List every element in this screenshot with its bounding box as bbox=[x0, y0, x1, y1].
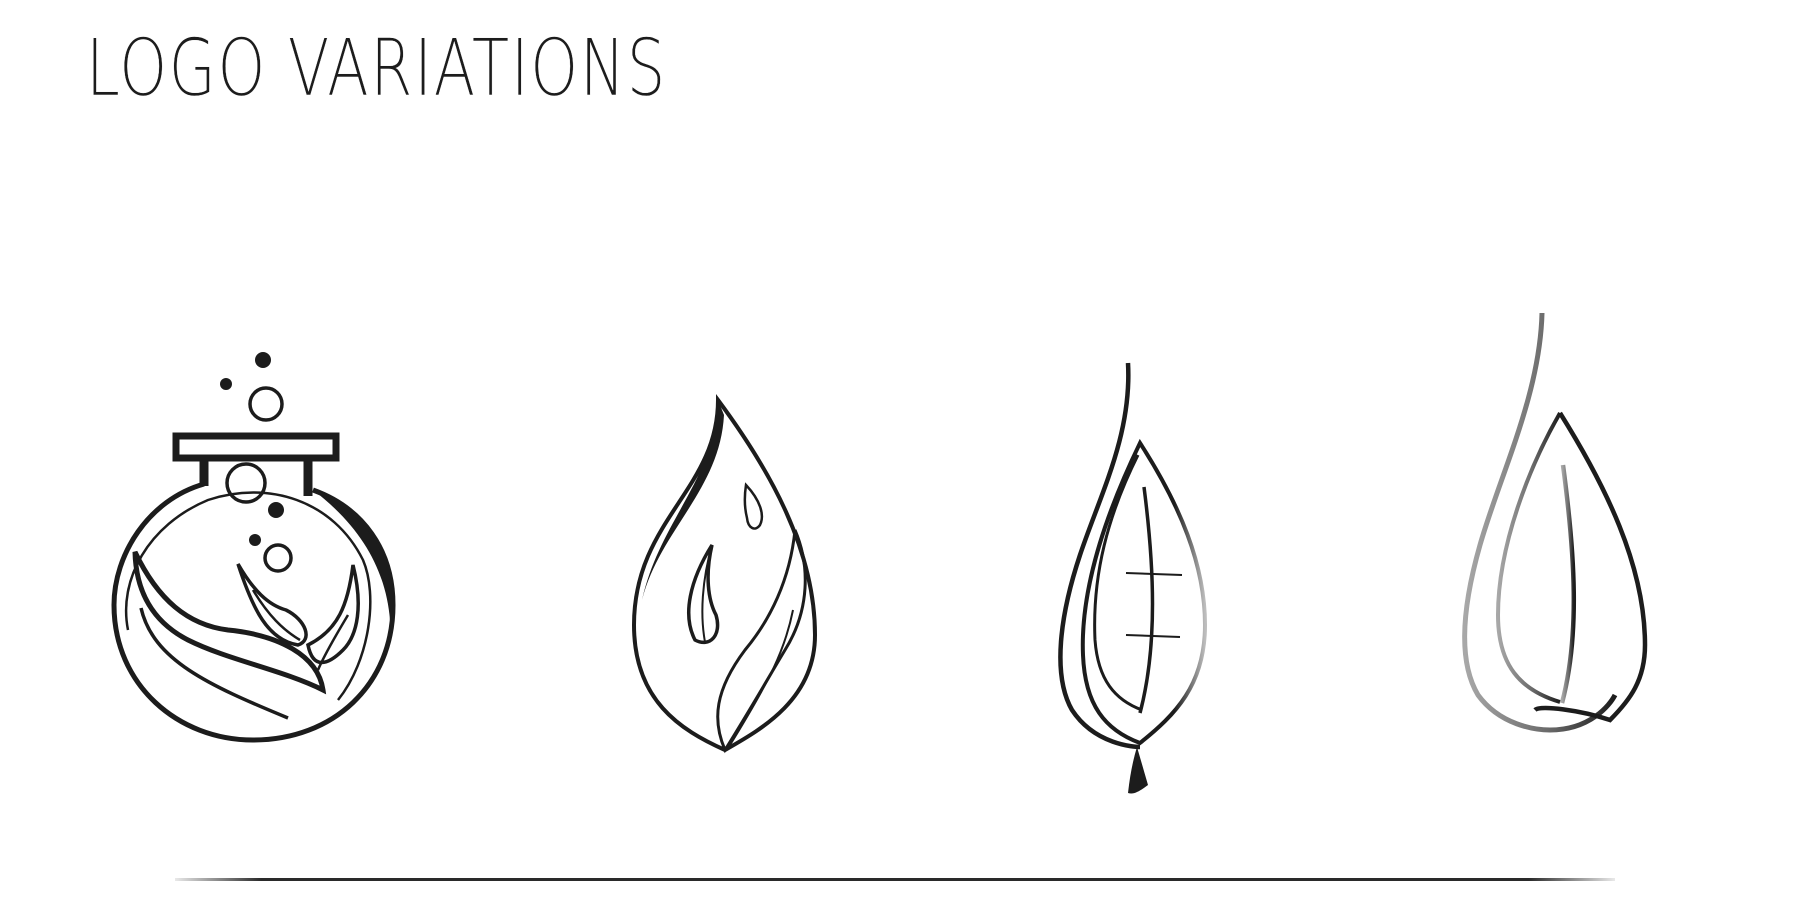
gradient-leaf-logo-icon bbox=[1462, 312, 1648, 733]
leaf-stem-logo-icon bbox=[1058, 362, 1208, 794]
page-title: LOGO VARIATIONS bbox=[86, 24, 667, 114]
drop-leaf-logo-icon bbox=[631, 393, 818, 754]
bottom-divider bbox=[175, 878, 1615, 881]
flask-leaf-logo-icon bbox=[111, 352, 396, 743]
